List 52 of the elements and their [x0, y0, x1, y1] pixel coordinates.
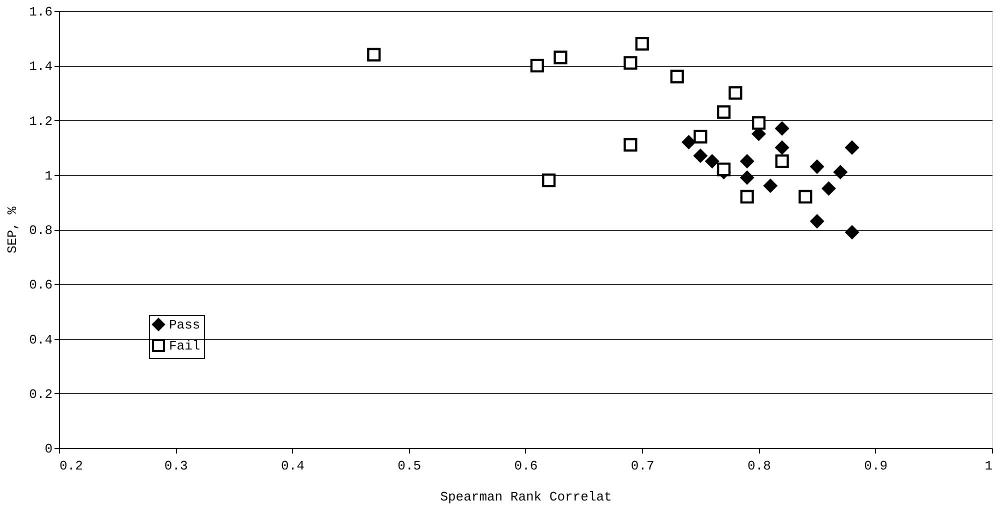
x-tick-label: 0.7 — [630, 458, 654, 474]
y-tick-label: 1.4 — [29, 59, 53, 74]
y-tick-label: 0.2 — [29, 386, 52, 402]
point — [775, 140, 789, 154]
y-tick-label: 1.6 — [29, 4, 52, 20]
point — [694, 148, 708, 163]
point — [716, 105, 731, 119]
x-tick-label: 0.3 — [164, 458, 188, 474]
point — [635, 36, 649, 51]
point — [740, 190, 754, 204]
x-tick-label: 0.6 — [514, 458, 538, 474]
point — [367, 48, 381, 62]
point — [752, 116, 766, 130]
point — [670, 70, 684, 84]
point — [694, 130, 708, 144]
point — [845, 140, 859, 154]
y-tick-label: 0.8 — [29, 223, 52, 238]
point — [682, 135, 696, 149]
point — [798, 190, 812, 204]
point — [740, 154, 754, 168]
x-tick-label: 0.5 — [398, 458, 422, 474]
point — [624, 138, 638, 152]
point — [624, 56, 638, 70]
point — [740, 170, 754, 184]
y-tick-label: 0.4 — [29, 332, 53, 348]
point — [834, 165, 848, 179]
legend-label: Fail — [169, 338, 200, 354]
point — [554, 50, 568, 64]
x-tick-label: 0.8 — [748, 458, 771, 474]
point — [775, 154, 789, 168]
x-axis-title: Spearman Rank Correlat — [440, 490, 612, 504]
point — [716, 162, 731, 176]
point — [728, 86, 742, 100]
point — [542, 174, 556, 188]
x-tick-label: 0.9 — [864, 458, 888, 474]
point — [810, 160, 824, 174]
legend-label: Pass — [169, 318, 200, 332]
x-tick-label: 0.2 — [60, 458, 83, 474]
x-tick-label: 0.4 — [281, 458, 305, 474]
point — [810, 214, 824, 228]
x-tick-label: 1 — [984, 458, 993, 474]
point — [764, 179, 778, 193]
y-axis-title: SEP, % — [5, 206, 20, 254]
point — [705, 154, 719, 168]
y-tick-label: 0.6 — [29, 278, 52, 293]
point — [530, 58, 544, 72]
point — [822, 182, 836, 196]
y-tick-label: 1.2 — [29, 114, 52, 129]
point — [775, 122, 789, 136]
point — [845, 225, 859, 240]
y-tick-label: 1 — [44, 168, 53, 184]
y-tick-label: 0 — [44, 442, 52, 456]
